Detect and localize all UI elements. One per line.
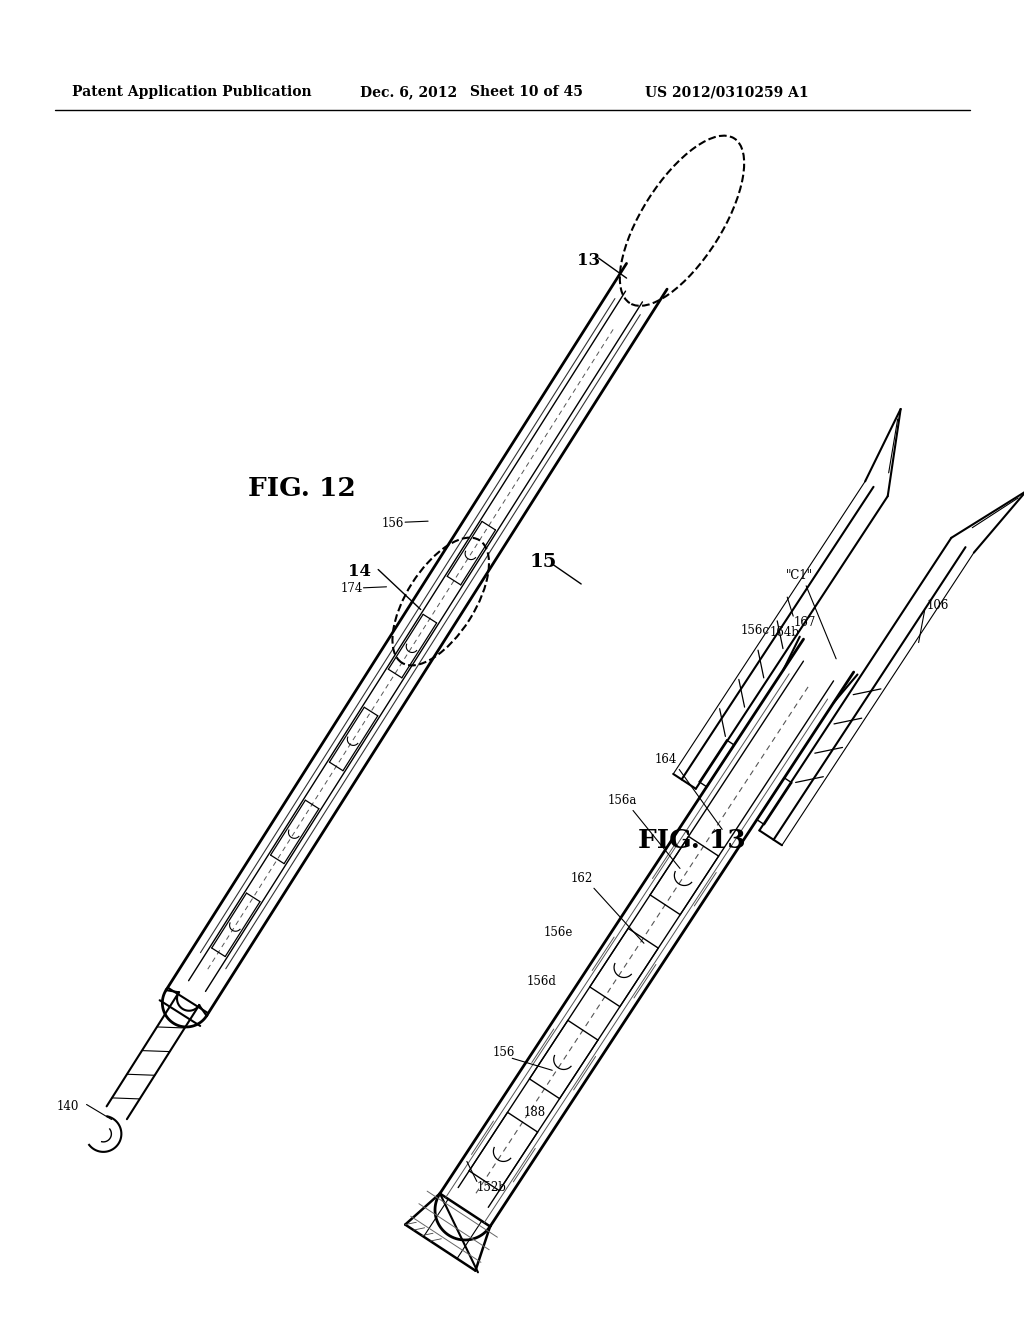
Text: 167: 167 bbox=[794, 615, 815, 628]
Text: Sheet 10 of 45: Sheet 10 of 45 bbox=[470, 84, 583, 99]
Text: FIG. 12: FIG. 12 bbox=[248, 475, 355, 500]
Text: 156c: 156c bbox=[740, 623, 770, 636]
Text: 15: 15 bbox=[529, 553, 557, 572]
Text: 152b: 152b bbox=[477, 1181, 507, 1193]
Text: 156a: 156a bbox=[608, 793, 637, 807]
Text: 156d: 156d bbox=[526, 975, 557, 987]
Text: 174: 174 bbox=[340, 582, 362, 595]
Text: Dec. 6, 2012: Dec. 6, 2012 bbox=[360, 84, 457, 99]
Text: Patent Application Publication: Patent Application Publication bbox=[72, 84, 311, 99]
Text: 13: 13 bbox=[577, 252, 600, 268]
Text: FIG. 13: FIG. 13 bbox=[638, 828, 745, 853]
Text: 188: 188 bbox=[523, 1106, 546, 1118]
Text: 164: 164 bbox=[654, 752, 677, 766]
Text: 106: 106 bbox=[927, 599, 949, 612]
Text: 156e: 156e bbox=[544, 927, 573, 939]
Text: 156: 156 bbox=[493, 1045, 515, 1059]
Text: "C1": "C1" bbox=[786, 569, 813, 582]
Text: 140: 140 bbox=[56, 1100, 79, 1113]
Text: US 2012/0310259 A1: US 2012/0310259 A1 bbox=[645, 84, 809, 99]
Text: 164b: 164b bbox=[770, 626, 800, 639]
Text: 162: 162 bbox=[571, 871, 593, 884]
Text: 156: 156 bbox=[382, 516, 404, 529]
Text: 14: 14 bbox=[348, 564, 371, 579]
